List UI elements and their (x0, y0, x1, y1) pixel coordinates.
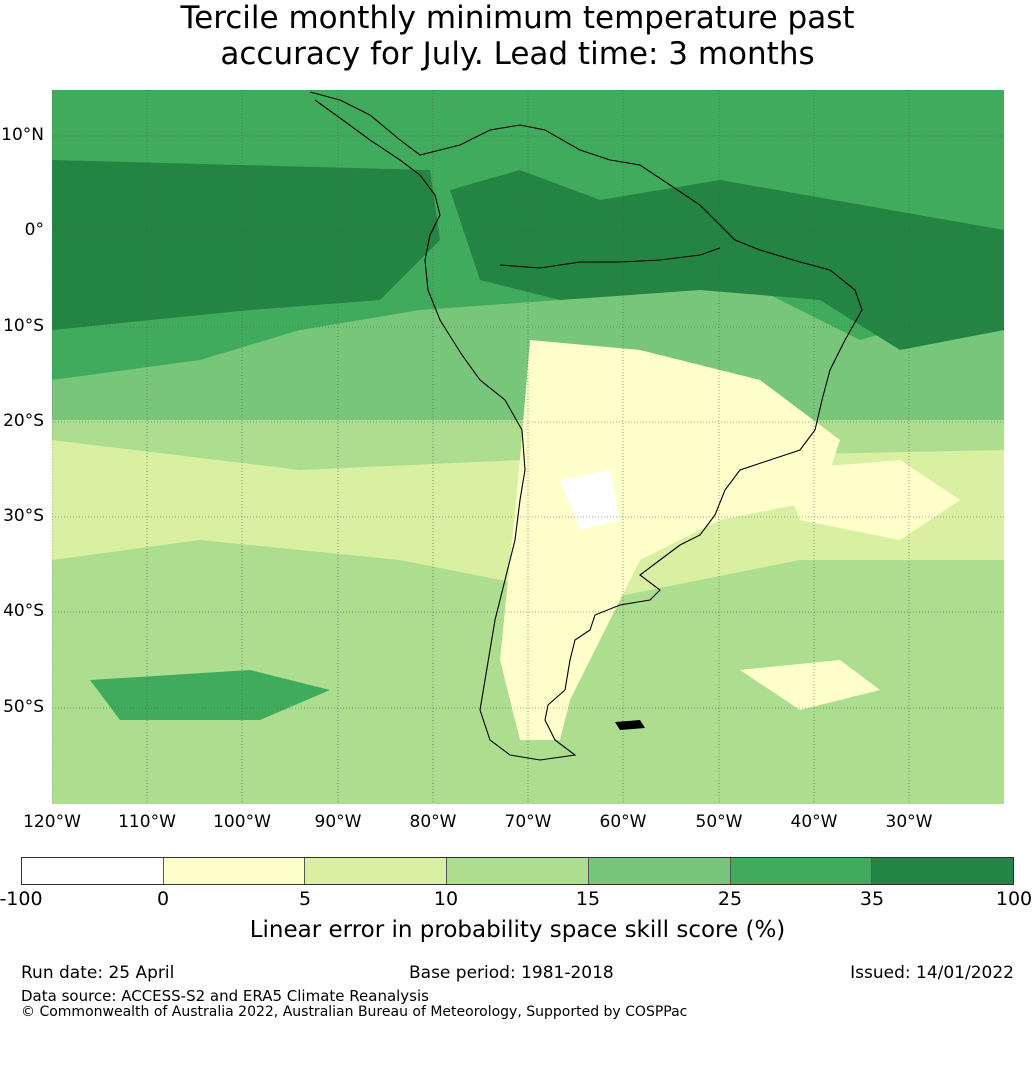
lon-label: 40°W (790, 812, 838, 832)
colorbar-segment (22, 858, 164, 884)
run-date: Run date: 25 April (21, 963, 175, 983)
colorbar-tick: 35 (859, 888, 885, 910)
lon-label: 110°W (118, 812, 176, 832)
colorbar-tick: 0 (156, 888, 170, 910)
colorbar-label: Linear error in probability space skill … (249, 917, 786, 943)
colorbar-segment (730, 858, 873, 884)
skill-zone-0-5-continent (500, 340, 840, 740)
lat-label: 0° (24, 220, 44, 240)
skill-zone-35-100-amazon (450, 170, 1004, 350)
lon-label: 80°W (409, 812, 457, 832)
colorbar-tick: 10 (433, 888, 459, 910)
map-title-line2: accuracy for July. Lead time: 3 months (220, 36, 815, 72)
colorbar-segment (305, 858, 448, 884)
map-title-line1: Tercile monthly minimum temperature past (180, 0, 855, 36)
colorbar-segment (163, 858, 306, 884)
lat-label: 10°N (1, 125, 44, 145)
skill-zone-negative (560, 470, 620, 530)
lon-label: 30°W (885, 812, 933, 832)
colorbar-tick: -100 (0, 888, 43, 910)
lon-label: 50°W (695, 812, 743, 832)
data-source: Data source: ACCESS-S2 and ERA5 Climate … (21, 987, 429, 1005)
colorbar-tick: 100 (995, 888, 1033, 910)
lon-label: 90°W (314, 812, 362, 832)
lat-label: 40°S (3, 601, 44, 621)
colorbar-tick: 15 (575, 888, 601, 910)
lat-label: 20°S (3, 411, 44, 431)
lon-label: 70°W (504, 812, 552, 832)
lon-label: 120°W (23, 812, 81, 832)
skill-zone-0-5-south-atlantic (740, 660, 880, 710)
skill-zone-35-100-pacific (52, 160, 440, 330)
amazon-river (499, 247, 721, 269)
falkland-islands (615, 720, 645, 730)
base-period: Base period: 1981-2018 (409, 963, 614, 983)
graticule (52, 90, 1004, 804)
colorbar-tick: 25 (717, 888, 743, 910)
colorbar-segment (447, 858, 589, 884)
skill-zone-25-35-south-pacific (90, 670, 330, 720)
south-america-coastline (309, 91, 863, 761)
lon-label: 60°W (599, 812, 647, 832)
lat-label: 30°S (3, 506, 44, 526)
lon-label: 100°W (213, 812, 271, 832)
issued-date: Issued: 14/01/2022 (850, 963, 1014, 983)
colorbar-segment (588, 858, 731, 884)
colorbar-segment (872, 858, 1014, 884)
lat-label: 50°S (3, 697, 44, 717)
skill-zone-0-5-atlantic (780, 460, 960, 540)
colorbar-tick: 5 (298, 888, 312, 910)
copyright: © Commonwealth of Australia 2022, Austra… (21, 1004, 688, 1020)
colorbar (21, 857, 1014, 885)
lat-label: 10°S (3, 316, 44, 336)
